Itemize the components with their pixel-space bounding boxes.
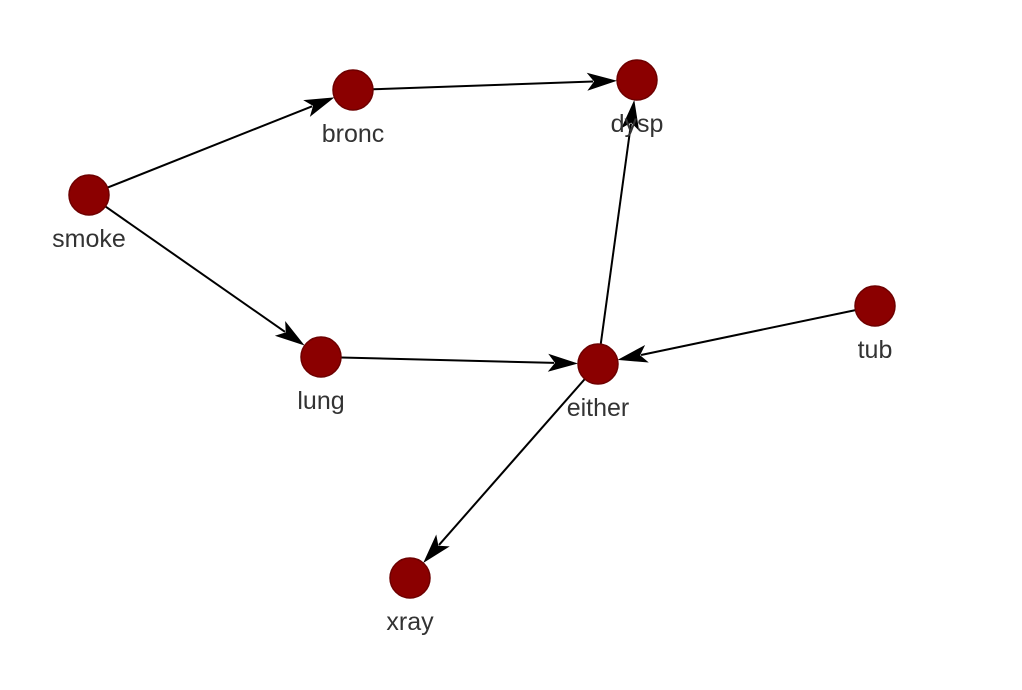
edges-layer	[104, 72, 856, 563]
node-label: tub	[858, 336, 893, 364]
edge-tub-to-either	[617, 309, 856, 363]
edge-line	[640, 309, 856, 356]
arrowhead	[621, 99, 640, 131]
node-label: xray	[386, 608, 434, 636]
node-label: lung	[297, 387, 344, 415]
node-label: bronc	[322, 120, 385, 148]
node-lung[interactable]: lung	[297, 336, 345, 415]
node-label: smoke	[52, 225, 126, 253]
arrowhead	[423, 534, 450, 563]
node-xray[interactable]: xray	[386, 557, 434, 636]
node-dysp[interactable]: dysp	[611, 59, 664, 138]
arrowhead	[274, 320, 305, 346]
node-tub[interactable]: tub	[854, 285, 896, 364]
edge-line	[372, 80, 594, 91]
arrowhead	[617, 344, 649, 363]
edge-lung-to-either	[340, 353, 579, 372]
edge-line	[104, 205, 286, 333]
edge-either-to-xray	[423, 378, 586, 563]
node-circle[interactable]	[300, 336, 342, 378]
edge-bronc-to-dysp	[372, 72, 618, 91]
arrowhead	[547, 353, 579, 372]
node-either[interactable]: either	[567, 343, 630, 422]
nodes-layer: smoke bronc dysp lung either tub xray	[52, 59, 896, 636]
node-circle[interactable]	[332, 69, 374, 111]
node-circle[interactable]	[389, 557, 431, 599]
node-label: dysp	[611, 110, 664, 138]
edge-line	[340, 356, 555, 364]
edge-either-to-dysp	[599, 99, 640, 345]
node-circle[interactable]	[616, 59, 658, 101]
node-circle[interactable]	[68, 174, 110, 216]
node-bronc[interactable]: bronc	[322, 69, 385, 148]
node-circle[interactable]	[854, 285, 896, 327]
edge-smoke-to-lung	[104, 205, 305, 346]
node-circle[interactable]	[577, 343, 619, 385]
arrowhead	[303, 97, 335, 117]
edge-smoke-to-bronc	[107, 97, 335, 189]
edge-line	[599, 123, 633, 345]
node-smoke[interactable]: smoke	[52, 174, 126, 253]
edge-line	[438, 378, 586, 546]
arrowhead	[586, 72, 618, 91]
edge-line	[107, 105, 313, 189]
node-label: either	[567, 394, 630, 422]
